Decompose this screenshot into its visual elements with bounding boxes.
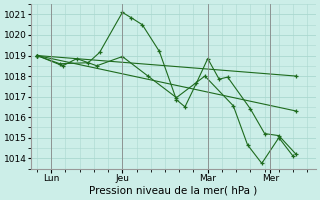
X-axis label: Pression niveau de la mer( hPa ): Pression niveau de la mer( hPa ) <box>90 186 258 196</box>
